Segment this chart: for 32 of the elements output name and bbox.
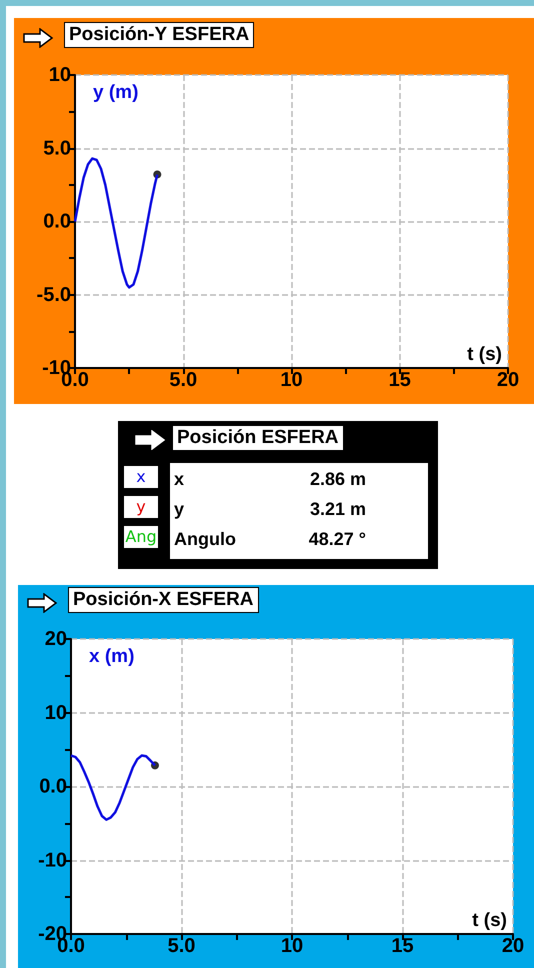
text: Ang (124, 526, 158, 548)
x-tick-label: 20 (496, 369, 520, 391)
y-tick-label: -10 (38, 849, 67, 872)
y-tick-label: 0.0 (39, 776, 67, 798)
chart-title: Posición-Y ESFERA (64, 22, 254, 48)
y-tick-label: -5.0 (36, 284, 71, 306)
chart-title: Posición-X ESFERA (68, 587, 259, 613)
x-axis-title: t (s) (467, 344, 502, 365)
x-tick-label: 20 (502, 935, 524, 957)
text: 48.27 ° (308, 529, 366, 550)
text: 3.21 m (310, 499, 366, 520)
y-tick-label: 10 (44, 702, 67, 724)
y-axis-title: x (m) (89, 646, 134, 667)
text: y (174, 499, 184, 520)
x-axis-title: t (s) (472, 910, 507, 931)
text: y (124, 496, 158, 518)
x-tick-label: 10 (280, 369, 303, 391)
y-axis-title: y (m) (93, 82, 138, 103)
text: x (174, 469, 184, 490)
x-tick-label: 15 (391, 935, 414, 957)
x-tick-label: 10 (280, 935, 304, 957)
y-tick-label: 10 (48, 64, 71, 86)
text: Posición ESFERA (173, 426, 343, 450)
y-tick-label: 0.0 (43, 210, 71, 232)
y-tick-label: 20 (44, 628, 67, 650)
x-tick-label: 15 (388, 369, 411, 391)
x-tick-label: 5.0 (169, 369, 198, 391)
x-tick-label: 5.0 (168, 935, 196, 957)
text: 2.86 m (310, 469, 366, 490)
y-tick-label: 5.0 (43, 137, 71, 160)
text: x (124, 466, 158, 488)
text: Angulo (174, 529, 236, 550)
